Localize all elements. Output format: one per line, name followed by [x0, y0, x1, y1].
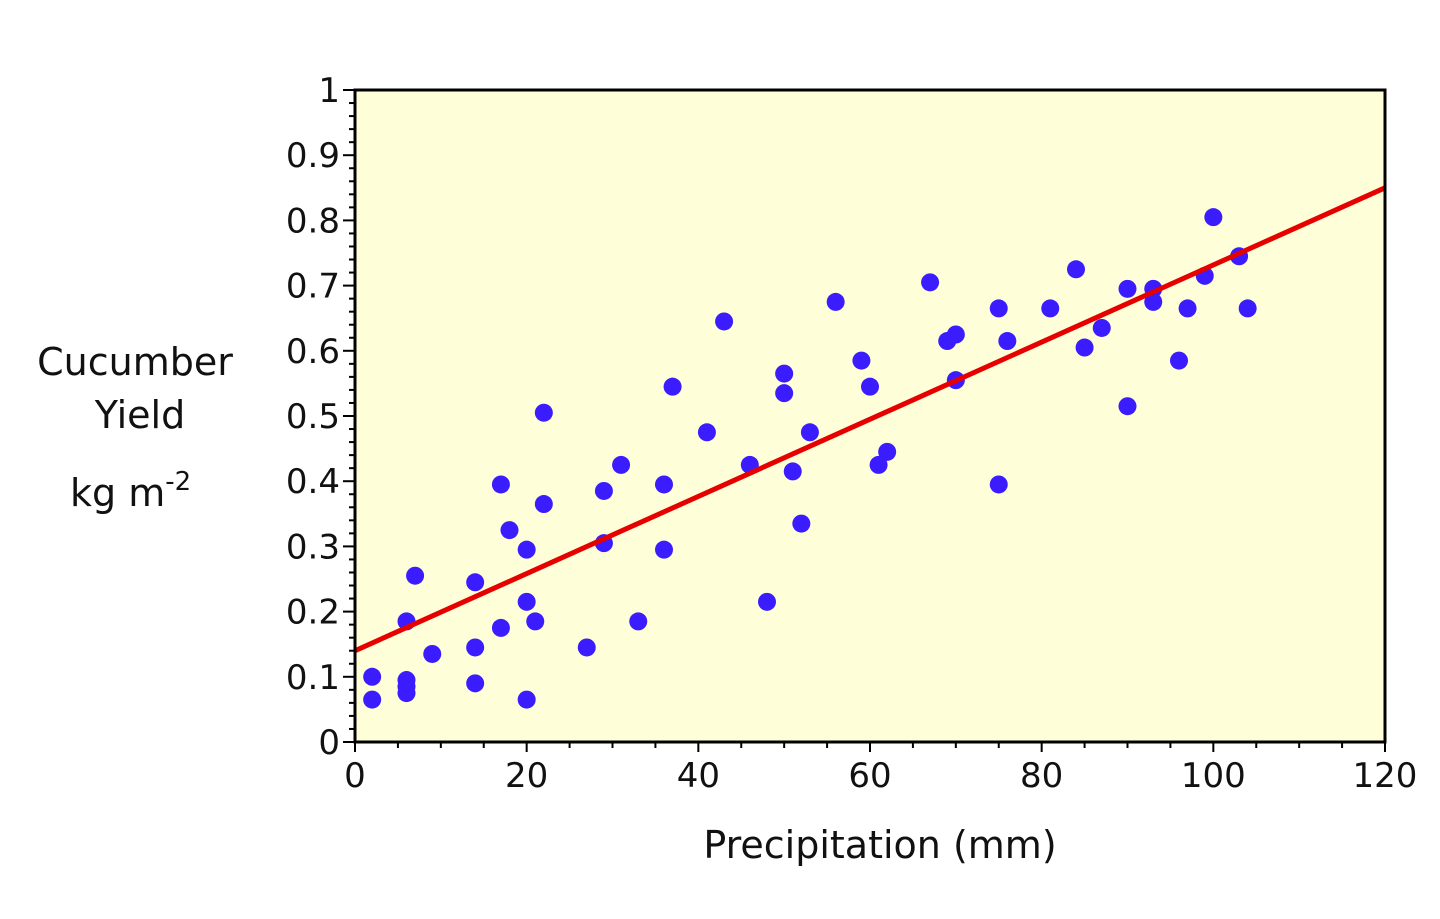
- data-point: [783, 462, 802, 481]
- data-point: [921, 273, 940, 292]
- data-point: [655, 475, 673, 494]
- y-axis-title-line-3: kg m-2: [70, 467, 191, 515]
- data-point: [1144, 292, 1163, 311]
- data-point: [758, 592, 776, 611]
- data-point: [526, 612, 545, 631]
- data-point: [363, 667, 382, 686]
- data-point: [397, 684, 416, 703]
- data-point: [491, 475, 510, 494]
- x-tick-label: 80: [1020, 756, 1063, 796]
- data-points: [363, 208, 1257, 709]
- data-point: [715, 312, 734, 331]
- data-point: [466, 674, 485, 693]
- data-point: [466, 638, 485, 657]
- data-point: [878, 442, 897, 461]
- trend-line: [353, 185, 1387, 654]
- x-tick-label: 40: [677, 756, 720, 796]
- data-point: [534, 495, 553, 514]
- data-point: [869, 455, 888, 474]
- data-point: [697, 423, 716, 442]
- data-point: [989, 299, 1008, 318]
- data-point: [517, 592, 536, 611]
- data-point: [775, 384, 794, 403]
- x-tick-label: 100: [1181, 756, 1246, 796]
- x-axis-title: Precipitation (mm): [703, 823, 1056, 867]
- plot-frame: [353, 88, 1387, 744]
- data-point: [663, 377, 682, 396]
- data-point: [594, 481, 613, 500]
- y-tick-label: 0.4: [286, 462, 340, 502]
- data-point: [792, 514, 811, 533]
- x-tick-label: 60: [848, 756, 891, 796]
- data-point: [1238, 299, 1257, 318]
- y-tick-label: 0.3: [286, 527, 340, 567]
- data-point: [826, 292, 845, 311]
- data-point: [363, 690, 382, 709]
- y-axis-unit-exponent: -2: [165, 467, 191, 497]
- data-point: [1075, 338, 1094, 357]
- y-axis-title-line-1: Cucumber: [37, 340, 233, 384]
- y-tick-label: 0.6: [286, 332, 340, 372]
- data-point: [1204, 208, 1223, 227]
- data-point: [1178, 299, 1197, 318]
- x-tick-label: 20: [505, 756, 548, 796]
- y-axis-title: Cucumber Yield kg m-2: [37, 340, 233, 515]
- x-tick-label: 120: [1353, 756, 1418, 796]
- data-point: [577, 638, 596, 657]
- y-tick-label: 0.8: [286, 201, 340, 241]
- y-axis-title-line-2: Yield: [94, 393, 185, 437]
- data-point: [534, 403, 553, 422]
- data-point: [998, 332, 1017, 351]
- data-point: [1118, 397, 1137, 416]
- data-point: [1067, 260, 1085, 279]
- data-point: [1092, 318, 1111, 337]
- data-point: [775, 364, 794, 383]
- data-point: [423, 644, 442, 663]
- data-point: [612, 455, 631, 474]
- y-tick-label: 0: [318, 723, 340, 763]
- y-tick-label: 0.5: [286, 397, 340, 437]
- data-point: [500, 521, 519, 540]
- y-axis-ticks: 0 0.1 0.2 0.3 0.4 0.5 0.6 0.7 0.8 0.9 1: [286, 71, 340, 763]
- data-point: [852, 351, 871, 370]
- data-point: [466, 573, 485, 592]
- y-tick-label: 1: [318, 71, 340, 111]
- y-tick-label: 0.7: [286, 267, 340, 307]
- y-tick-label: 0.2: [286, 593, 340, 633]
- x-tick-label: 0: [344, 756, 366, 796]
- data-point: [946, 325, 965, 344]
- x-axis-ticks: 0 20 40 60 80 100 120: [344, 756, 1417, 796]
- y-axis-unit: kg m: [70, 471, 165, 515]
- data-point: [406, 566, 425, 585]
- data-point: [1118, 279, 1137, 298]
- plot-background: [355, 90, 1385, 742]
- data-point: [861, 377, 879, 396]
- y-tick-label: 0.9: [286, 136, 340, 176]
- y-axis-minor-ticks: [343, 89, 355, 743]
- data-point: [1041, 299, 1060, 318]
- data-point: [517, 540, 536, 559]
- data-point: [989, 475, 1008, 494]
- data-point: [1170, 351, 1188, 370]
- data-point: [629, 612, 648, 631]
- data-point: [655, 540, 673, 559]
- y-tick-label: 0.1: [286, 658, 340, 698]
- data-point: [491, 618, 510, 637]
- data-point: [800, 423, 819, 442]
- data-point: [517, 690, 536, 709]
